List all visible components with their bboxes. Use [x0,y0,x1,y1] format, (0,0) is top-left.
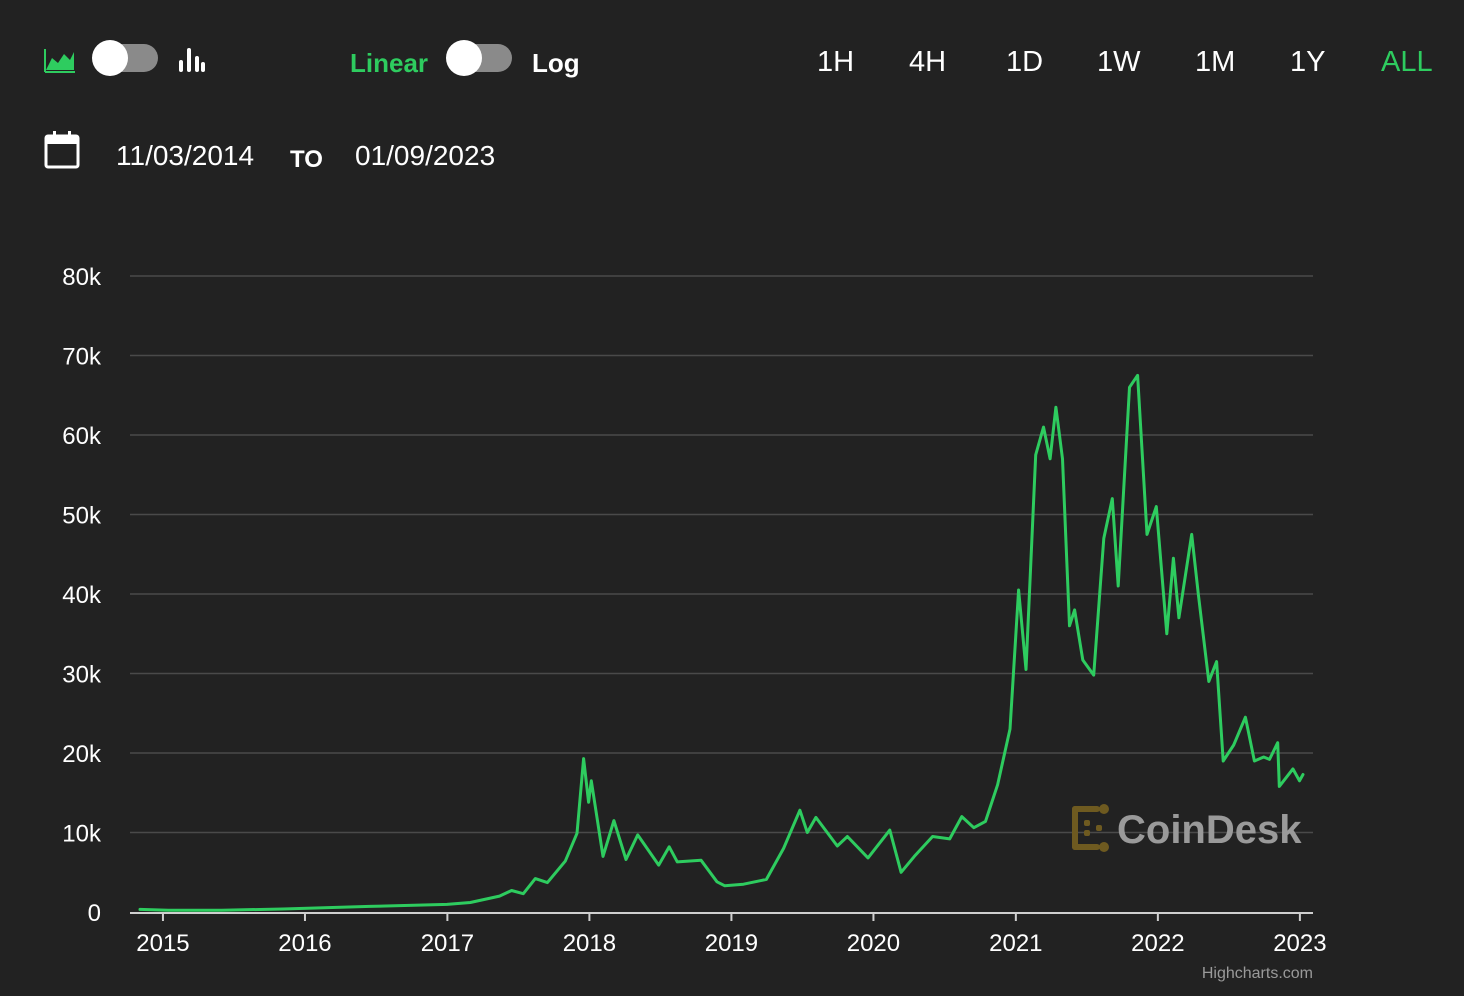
x-tick-label: 2022 [1131,930,1184,957]
chart-type-toggle[interactable] [92,40,158,76]
x-tick-label: 2020 [847,930,900,957]
calendar-icon[interactable] [44,130,80,170]
chart-type-toggle-knob [92,40,128,76]
y-tick-label: 10k [62,821,102,848]
range-button-1h[interactable]: 1H [817,46,855,78]
x-tick-label: 2021 [989,930,1042,957]
date-range-selector: TO [0,120,1464,200]
price-series-line[interactable] [138,373,1305,912]
y-tick-label: 20k [62,741,102,768]
chart-series [138,373,1305,912]
scale-toggle-knob [446,40,482,76]
highcharts-credits[interactable]: Highcharts.com [1202,965,1313,982]
y-tick-label: 70k [62,344,102,371]
coindesk-watermark: CoinDesk [1072,804,1302,852]
range-button-all[interactable]: ALL [1381,46,1433,78]
x-tick-label: 2016 [278,930,331,957]
watermark-text: CoinDesk [1117,808,1302,852]
y-tick-label: 30k [62,662,102,689]
range-button-1m[interactable]: 1M [1195,46,1236,78]
x-tick-label: 2017 [421,930,474,957]
range-button-1w[interactable]: 1W [1097,46,1141,78]
coindesk-logo-icon [1072,804,1109,852]
x-tick-label: 2019 [705,930,758,957]
chart-toolbar: Linear Log 1H 4H 1D 1W 1M 1Y ALL [0,0,1464,120]
date-to-input[interactable] [355,138,500,174]
y-tick-label: 0 [88,900,101,927]
bar-chart-icon[interactable] [177,46,205,74]
date-from-input[interactable] [116,138,261,174]
x-tick-label: 2015 [136,930,189,957]
chart-axes: 0 10k 20k 30k 40k 50k 60k 70k 80k 2015 2016 2017 201… [62,264,1326,957]
x-tick-label: 2018 [563,930,616,957]
log-scale-label[interactable]: Log [532,48,580,78]
chart-grid [130,275,1313,834]
range-button-1d[interactable]: 1D [1006,46,1044,78]
x-tick-label: 2023 [1273,930,1326,957]
linear-scale-label[interactable]: Linear [350,48,429,78]
y-tick-label: 40k [62,582,102,609]
y-tick-label: 80k [62,264,102,291]
y-tick-label: 60k [62,423,102,450]
range-button-1y[interactable]: 1Y [1290,46,1326,78]
date-to-label: TO [290,146,323,173]
area-chart-icon[interactable] [44,46,76,74]
y-tick-label: 50k [62,503,102,530]
range-button-4h[interactable]: 4H [909,46,947,78]
scale-toggle[interactable] [446,40,512,76]
